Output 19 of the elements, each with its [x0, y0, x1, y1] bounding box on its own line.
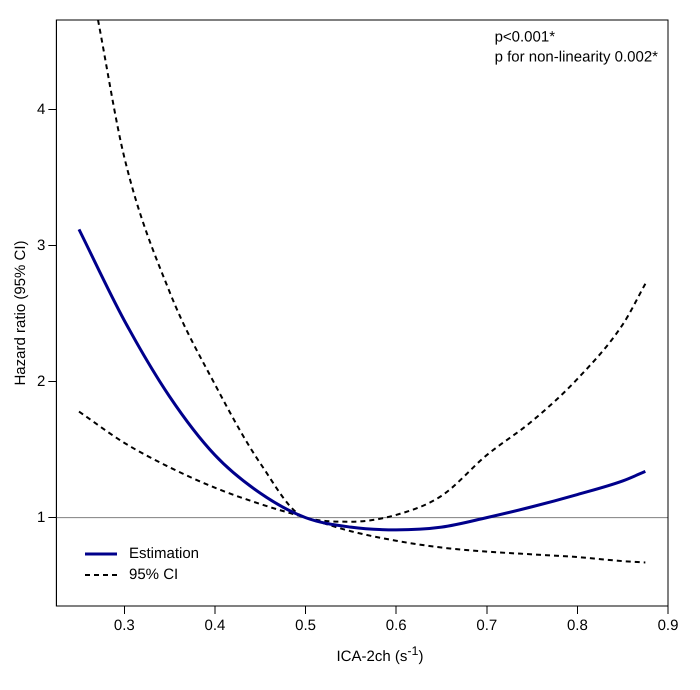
x-tick-label: 0.4 — [204, 617, 226, 634]
line-series — [78, 410, 646, 564]
line-series — [77, 228, 647, 532]
annotation: p for non-linearity 0.002* — [494, 48, 658, 66]
legend-label: Estimation — [129, 545, 200, 562]
annotation: p<0.001* — [494, 28, 556, 46]
y-axis-title: Hazard ratio (95% CI) — [12, 240, 30, 386]
x-axis-title: ICA-2ch (s$^{-1}$) — [336, 644, 424, 665]
x-tick-label: 0.9 — [658, 617, 678, 634]
x-tick-label: 0.5 — [295, 617, 316, 634]
x-tick-label: 0.6 — [386, 617, 407, 634]
y-tick-label: 3 — [37, 236, 46, 254]
x-tick-label: 0.3 — [114, 617, 135, 634]
y-tick-label: 1 — [37, 508, 46, 526]
x-tick-label: 0.7 — [476, 617, 498, 634]
x-tick-label: 0.8 — [566, 617, 588, 634]
y-tick-label: 4 — [37, 100, 46, 118]
legend-label: 95% CI — [129, 566, 178, 583]
y-tick-label: 2 — [37, 372, 46, 390]
